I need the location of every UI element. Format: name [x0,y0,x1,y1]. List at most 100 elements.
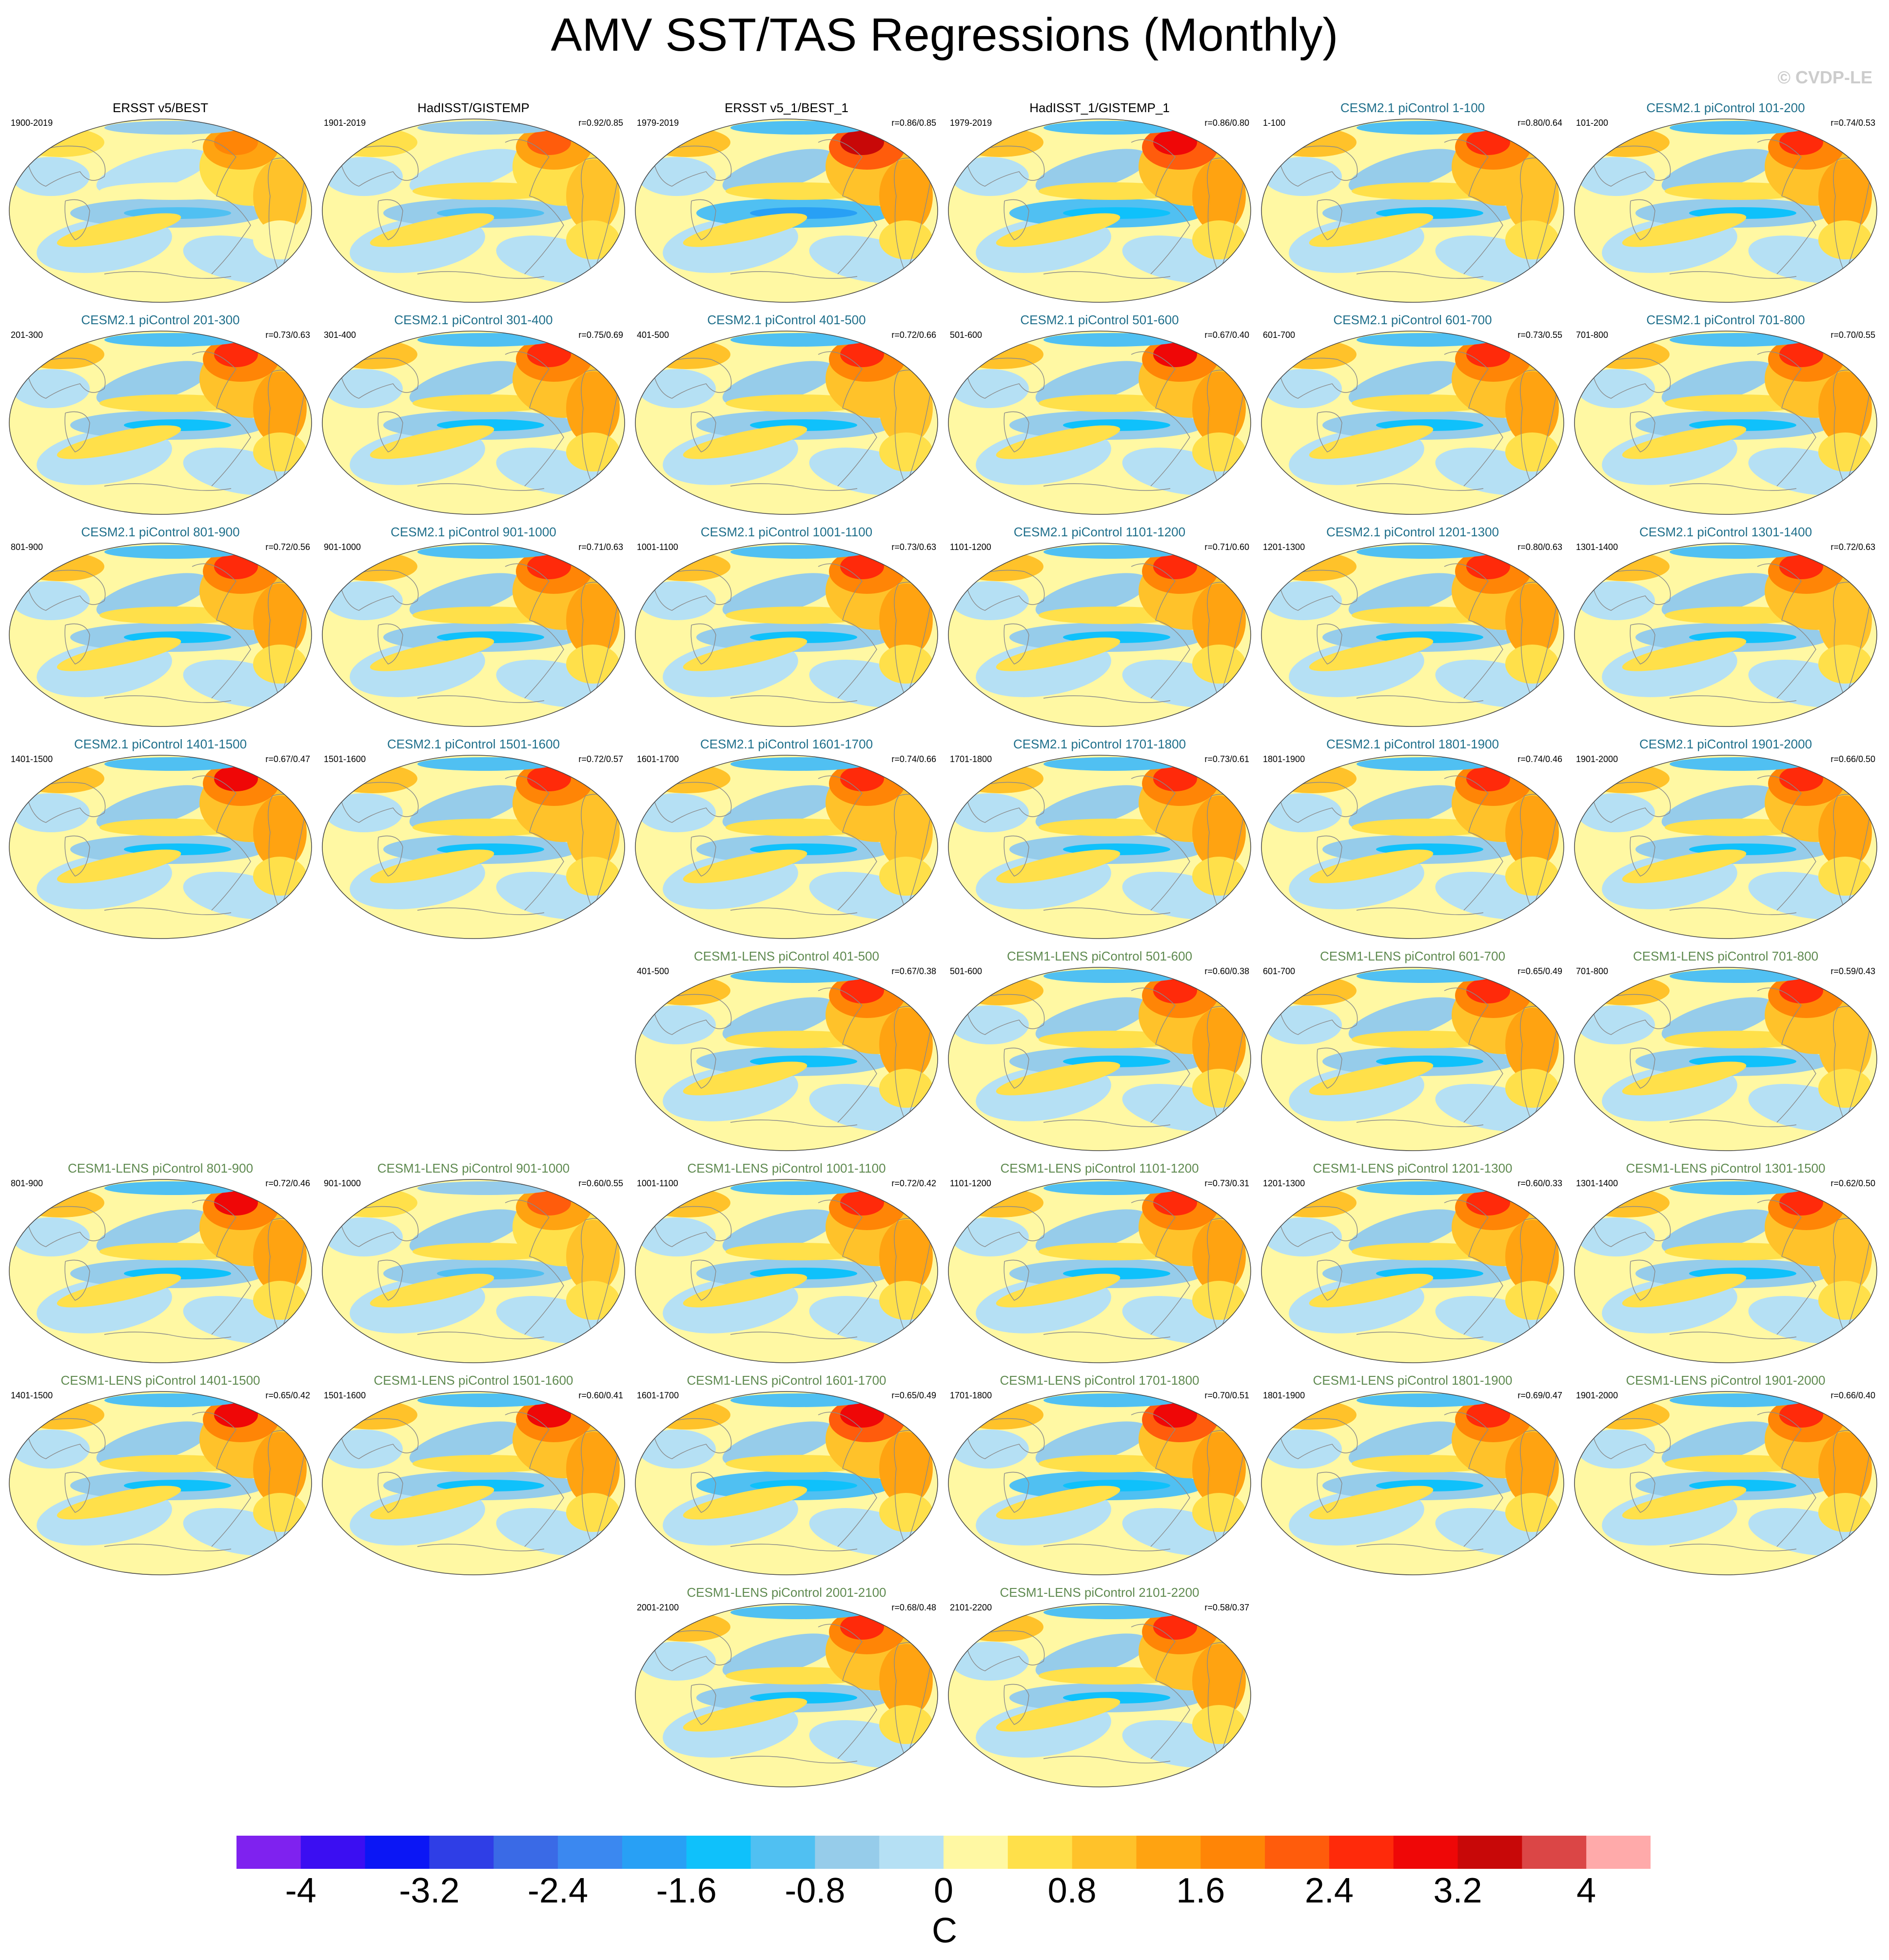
warm-anomaly [879,1432,933,1505]
coastline [377,1259,403,1301]
cool-anomaly [638,1005,716,1044]
panel-years: 1401-1500 [11,1391,53,1400]
warm-anomaly [996,1486,1121,1520]
coastline [1043,271,1171,279]
cool-anomaly [1577,1005,1655,1044]
warm-anomaly [253,584,307,657]
map-outline [322,543,625,727]
warm-anomaly [956,764,1043,793]
coastline [1278,782,1358,823]
coastline [1004,1259,1029,1301]
coastline [730,271,858,279]
regression-map [635,543,938,727]
panel-correlation: r=0.66/0.40 [1830,1391,1875,1400]
coastline [690,623,716,665]
warm-anomaly [643,1188,730,1217]
map-outline [1574,1179,1877,1363]
warm-anomaly [1192,1493,1246,1532]
cool-anomaly [104,121,241,135]
warm-anomaly [330,1400,417,1430]
warm-anomaly [1192,1069,1246,1108]
warm-anomaly [1779,978,1823,1003]
coastline [730,1119,858,1127]
colorbar-tick-label: 4 [1576,1871,1596,1910]
regression-map [948,543,1251,727]
warm-anomaly [17,1400,104,1430]
cool-anomaly [1661,573,1775,619]
coastline [730,907,858,915]
warm-anomaly [996,1274,1121,1308]
warm-anomaly [253,645,307,684]
map-panel: CESM2.1 piControl 1101-1200 1101-1200 r=0.… [946,525,1253,734]
colorbar-tick-label: -4 [285,1871,316,1910]
colorbar-tick-label: -1.6 [656,1871,717,1910]
colorbar-units: C [932,1911,957,1950]
panel-correlation: r=0.72/0.56 [265,542,310,552]
cool-anomaly [1670,1393,1806,1407]
panel-years: 601-700 [1263,966,1296,976]
warm-anomaly [214,1190,258,1215]
warm-anomaly [1779,1190,1823,1215]
warm-anomaly [1818,584,1872,657]
warm-anomaly [370,425,494,459]
cool-anomaly [722,1633,836,1679]
coastline [1757,139,1816,274]
panel-years: 1900-2019 [11,118,53,128]
warm-anomaly [1818,1281,1872,1320]
colorbar-swatch [1329,1836,1394,1869]
coastline [965,145,1045,187]
warm-anomaly [1309,1274,1434,1308]
coastline [1043,1119,1171,1127]
coastline [1131,139,1190,274]
cool-anomaly [722,573,836,619]
colorbar-swatch [750,1836,815,1869]
cool-anomaly [1670,969,1806,983]
regression-map [9,543,312,727]
warm-anomaly [214,766,258,791]
panel-title: CESM2.1 piControl 1801-1900 [1326,737,1499,751]
coastline [505,1199,564,1335]
panel-correlation: r=0.73/0.55 [1517,330,1562,340]
warm-anomaly [1779,554,1823,579]
panel-years: 1601-1700 [637,1391,679,1400]
warm-anomaly [1779,1402,1823,1428]
cool-anomaly [951,1642,1029,1681]
panel-title: CESM1-LENS piControl 401-500 [693,949,880,963]
cool-anomaly [730,121,867,135]
warm-anomaly [527,1402,571,1428]
regression-map [322,543,625,727]
panel-title: CESM1-LENS piControl 1901-2000 [1626,1373,1826,1388]
panel-correlation: r=0.72/0.42 [891,1178,936,1188]
coastline [1591,994,1671,1035]
panel-correlation: r=0.74/0.66 [891,754,936,764]
warm-anomaly [840,1190,884,1215]
panel-correlation: r=0.72/0.46 [265,1178,310,1188]
coastline [104,907,232,915]
coastline [417,1332,545,1339]
coastline [965,1630,1045,1671]
coastline [730,1544,858,1551]
warm-anomaly [996,1061,1121,1096]
warm-anomaly [956,340,1043,369]
warm-anomaly [1582,1188,1670,1217]
regression-map [1261,967,1564,1151]
cool-anomaly [1035,1633,1149,1679]
cool-anomaly [730,1393,867,1407]
map-outline [1574,755,1877,939]
cool-anomaly [1661,149,1775,195]
warm-anomaly [840,766,884,791]
panel-correlation: r=0.71/0.63 [578,542,623,552]
warm-anomaly [1818,1069,1872,1108]
map-panel: CESM1-LENS piControl 1901-2000 1901-2000 r… [1572,1373,1879,1583]
panel-years: 901-1000 [324,1178,361,1188]
coastline [1630,1259,1655,1301]
warm-anomaly [1153,130,1197,155]
cool-anomaly [1348,361,1462,407]
warm-anomaly [253,1220,307,1293]
map-outline [635,1391,938,1575]
regression-map [948,1179,1251,1363]
coastline [1356,1544,1484,1551]
warm-anomaly [643,552,730,581]
warm-anomaly [956,1612,1043,1642]
regression-map [322,331,625,515]
